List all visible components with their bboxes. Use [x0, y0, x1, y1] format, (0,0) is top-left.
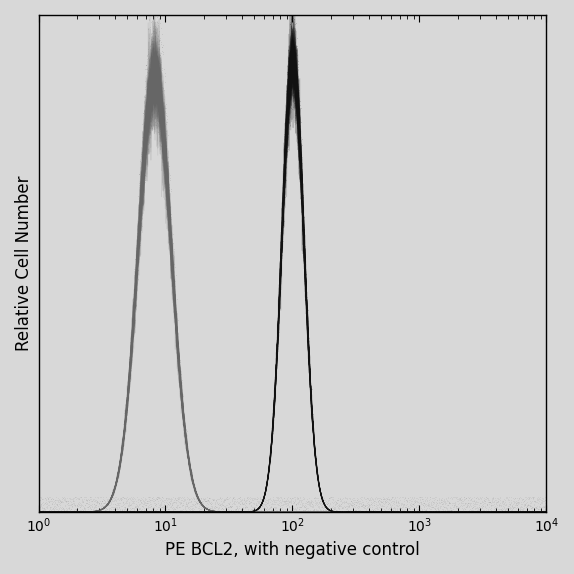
X-axis label: PE BCL2, with negative control: PE BCL2, with negative control	[165, 541, 420, 559]
Y-axis label: Relative Cell Number: Relative Cell Number	[15, 176, 33, 351]
